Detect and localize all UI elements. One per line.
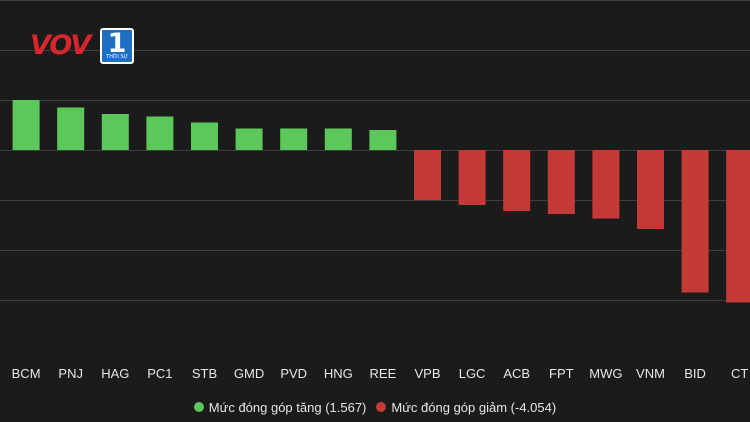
legend-item-positive[interactable]: Mức đóng góp tăng (1.567) (193, 399, 367, 415)
bar-pnj[interactable] (57, 107, 85, 151)
logo-text: VOV (30, 30, 91, 61)
bar-vpb[interactable] (414, 150, 441, 200)
bar-hng[interactable] (324, 128, 352, 151)
bar-hag[interactable] (101, 114, 129, 150)
bar-pc1[interactable] (146, 116, 174, 151)
legend-label-negative: Mức đóng góp giảm (-4.054) (391, 399, 557, 415)
x-tick-label: FPT (549, 366, 574, 381)
x-tick-label: HAG (101, 366, 129, 381)
legend: Mức đóng góp tăng (1.567) Mức đóng góp g… (0, 397, 750, 417)
legend-dot-negative (376, 402, 387, 412)
legend-label-positive: Mức đóng góp tăng (1.567) (208, 399, 367, 415)
bar-lgc[interactable] (458, 150, 486, 205)
x-tick-label: PVD (280, 366, 307, 381)
bar-vnm[interactable] (637, 150, 664, 229)
bar-fpt[interactable] (547, 150, 575, 214)
bar-bcm[interactable] (12, 100, 40, 150)
legend-item-negative[interactable]: Mức đóng góp giảm (-4.054) (376, 400, 556, 415)
bar-stb[interactable] (191, 122, 218, 151)
bar-gmd[interactable] (235, 128, 263, 151)
x-tick-label: BCM (12, 366, 41, 381)
x-tick-label: MWG (589, 366, 622, 381)
legend-dot-positive (193, 402, 204, 412)
x-tick-label: PC1 (147, 366, 172, 381)
x-tick-label: HNG (324, 366, 353, 381)
logo-badge: 1 THỜI SỰ (100, 28, 134, 64)
x-tick-label: VPB (414, 366, 440, 381)
bar-ct[interactable] (726, 150, 750, 303)
x-tick-label: STB (192, 366, 217, 381)
x-tick-label: REE (370, 366, 397, 381)
logo-number: 1 (107, 28, 127, 59)
x-tick-label: ACB (503, 366, 530, 381)
x-tick-label: GMD (234, 366, 264, 381)
bar-mwg[interactable] (592, 150, 620, 219)
logo-subtitle: THỜI SỰ (106, 54, 128, 60)
bar-pvd[interactable] (280, 128, 308, 151)
bar-ree[interactable] (369, 130, 397, 150)
x-tick-label: VNM (636, 366, 665, 381)
vov1-logo: VOV 1 THỜI SỰ (30, 28, 136, 66)
x-tick-label: CT (731, 366, 748, 381)
x-tick-label: BID (684, 366, 706, 381)
bar-bid[interactable] (681, 150, 709, 293)
bars (12, 100, 750, 303)
bar-acb[interactable] (503, 150, 531, 211)
x-tick-label: LGC (459, 366, 486, 381)
x-tick-label: PNJ (58, 366, 83, 381)
category-labels: BBCMPNJHAGPC1STBGMDPVDHNGREEVPBLGCACBFPT… (12, 366, 749, 381)
